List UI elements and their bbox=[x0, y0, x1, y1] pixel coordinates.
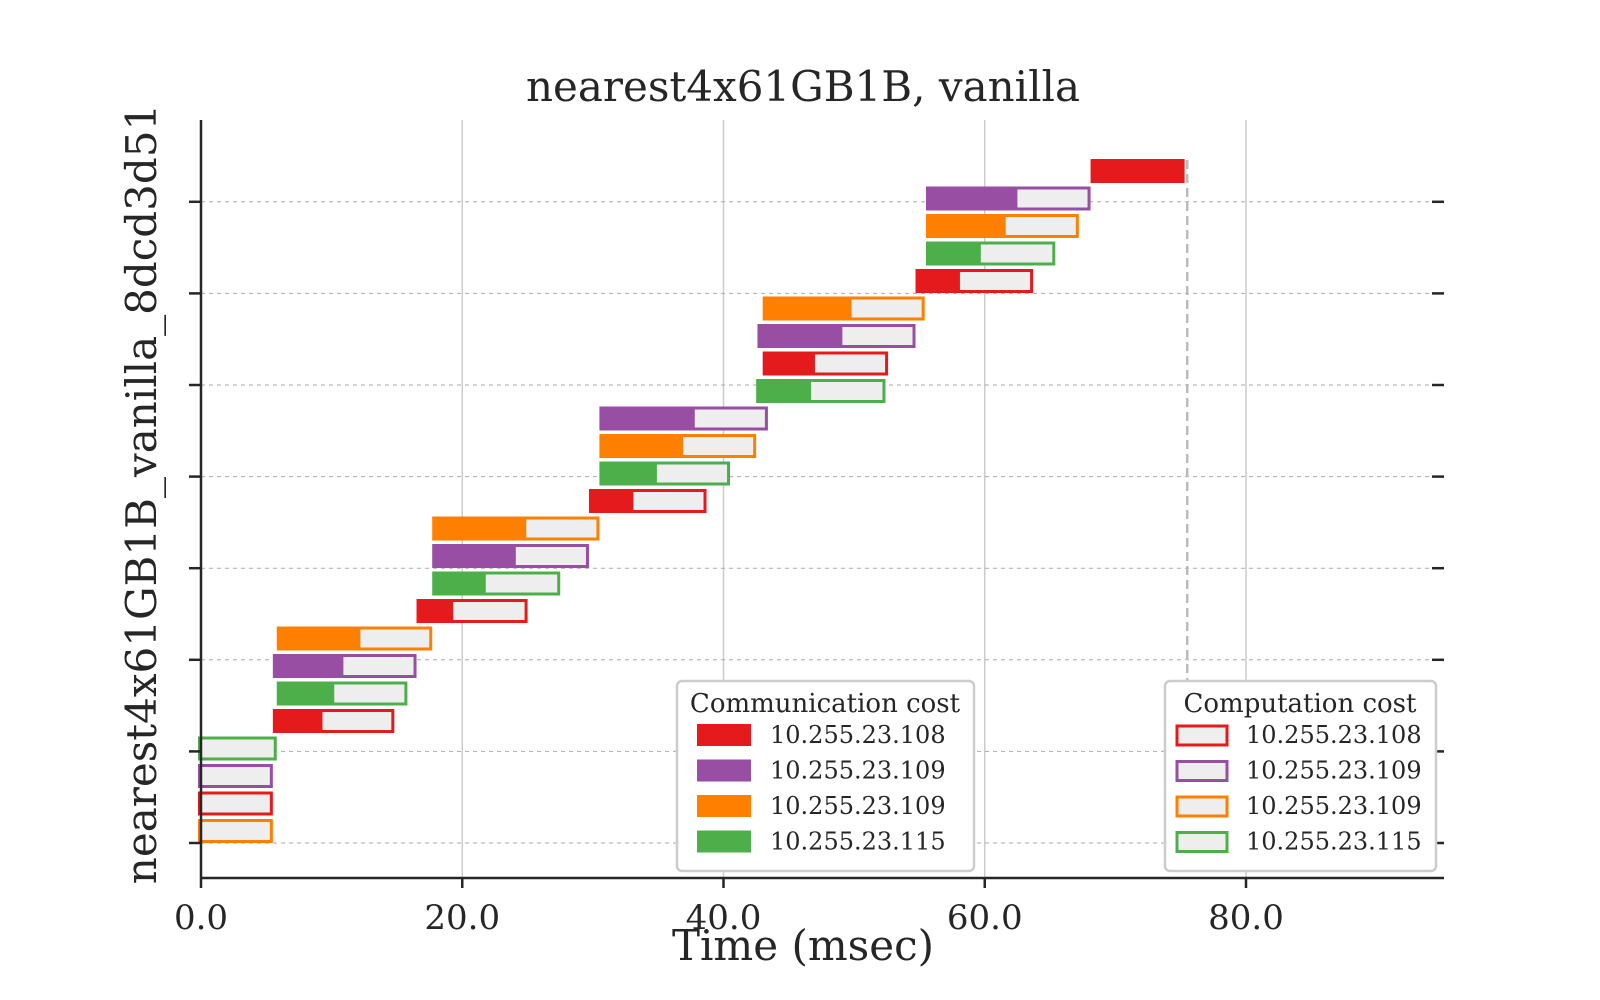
communication-bar bbox=[762, 351, 815, 376]
legend-entry-label: 10.255.23.108 bbox=[1246, 721, 1422, 749]
communication-bar bbox=[925, 241, 981, 266]
communication-bar bbox=[432, 571, 486, 596]
computation-bar bbox=[1014, 186, 1091, 211]
legend-communication: Communication cost 10.255.23.108 10.255.2… bbox=[675, 679, 976, 873]
axes-layer: 0.0 20.0 40.0 60.0 80.0 bbox=[174, 120, 1444, 938]
x-tick-label: 0.0 bbox=[174, 898, 228, 938]
communication-bar bbox=[432, 516, 527, 541]
legend-swatch-computation bbox=[1175, 795, 1229, 818]
computation-bar bbox=[848, 296, 925, 321]
communication-bar bbox=[588, 489, 634, 513]
communication-bar bbox=[925, 214, 1006, 238]
computation-bar bbox=[512, 544, 589, 568]
computation-bar bbox=[691, 406, 768, 431]
communication-bar bbox=[276, 681, 335, 706]
communication-bar bbox=[925, 186, 1018, 211]
communication-bar bbox=[272, 709, 323, 733]
communication-bar bbox=[272, 654, 344, 678]
x-tick-label: 60.0 bbox=[947, 898, 1023, 938]
computation-bar bbox=[198, 819, 273, 843]
x-tick-label: 40.0 bbox=[686, 898, 762, 938]
legend-swatch-computation bbox=[1175, 724, 1229, 747]
communication-bar bbox=[416, 599, 454, 623]
computation-bar bbox=[1002, 214, 1079, 238]
legend-title: Communication cost bbox=[690, 689, 961, 719]
legend-entry-label: 10.255.23.109 bbox=[1246, 757, 1422, 785]
communication-bar bbox=[599, 406, 695, 431]
computation-bar bbox=[357, 626, 433, 651]
computation-bar bbox=[630, 489, 707, 513]
computation-bar bbox=[319, 709, 395, 733]
computation-bar bbox=[198, 736, 277, 761]
legend-frame bbox=[1163, 679, 1438, 873]
legend-swatch-communication bbox=[697, 830, 751, 853]
computation-bar bbox=[198, 764, 273, 788]
computation-bar bbox=[839, 324, 916, 348]
computation-bar bbox=[198, 791, 273, 816]
legend-computation: Computation cost 10.255.23.108 10.255.23.… bbox=[1163, 679, 1438, 873]
legend-title: Computation cost bbox=[1184, 689, 1418, 719]
computation-bar bbox=[653, 461, 731, 486]
computation-bar bbox=[331, 681, 408, 706]
communication-bar bbox=[599, 434, 684, 458]
legend-entry-label: 10.255.23.109 bbox=[1246, 792, 1422, 820]
computation-bar bbox=[340, 654, 417, 678]
computation-bar bbox=[956, 269, 1034, 293]
communication-bar bbox=[276, 626, 361, 651]
bars-layer bbox=[198, 159, 1189, 843]
legend-swatch-communication bbox=[697, 759, 751, 782]
computation-bar bbox=[808, 379, 886, 403]
legend-swatch-computation bbox=[1175, 760, 1229, 782]
communication-bar bbox=[432, 544, 516, 568]
communication-bar bbox=[1090, 159, 1185, 183]
x-tick-label: 80.0 bbox=[1208, 898, 1284, 938]
computation-bar bbox=[450, 599, 528, 623]
legend-entry-label: 10.255.23.109 bbox=[770, 792, 946, 820]
legend-entry-label: 10.255.23.109 bbox=[770, 757, 946, 785]
communication-bar bbox=[762, 296, 852, 321]
legend-swatch-communication bbox=[697, 795, 751, 817]
computation-bar bbox=[523, 516, 600, 541]
legend-entry-label: 10.255.23.115 bbox=[1246, 828, 1422, 856]
x-axis-label: Time (msec) bbox=[672, 921, 934, 970]
computation-bar bbox=[977, 241, 1056, 266]
y-axis-label: nearest4x61GB1B_vanilla_8dcd3d51 bbox=[117, 104, 166, 884]
legend-frame bbox=[675, 679, 976, 873]
legend-entry-label: 10.255.23.115 bbox=[770, 828, 946, 856]
communication-bar bbox=[599, 461, 657, 486]
communication-bar bbox=[756, 379, 812, 403]
computation-bar bbox=[680, 434, 757, 458]
communication-bar bbox=[915, 269, 960, 293]
legend-entry-label: 10.255.23.108 bbox=[770, 721, 946, 749]
x-tick-label: 20.0 bbox=[424, 898, 500, 938]
legend-swatch-communication bbox=[697, 724, 751, 746]
chart-title: nearest4x61GB1B, vanilla bbox=[526, 62, 1080, 111]
computation-bar bbox=[811, 351, 889, 376]
computation-bar bbox=[482, 571, 561, 596]
legend-swatch-computation bbox=[1175, 831, 1229, 853]
communication-bar bbox=[757, 324, 843, 348]
